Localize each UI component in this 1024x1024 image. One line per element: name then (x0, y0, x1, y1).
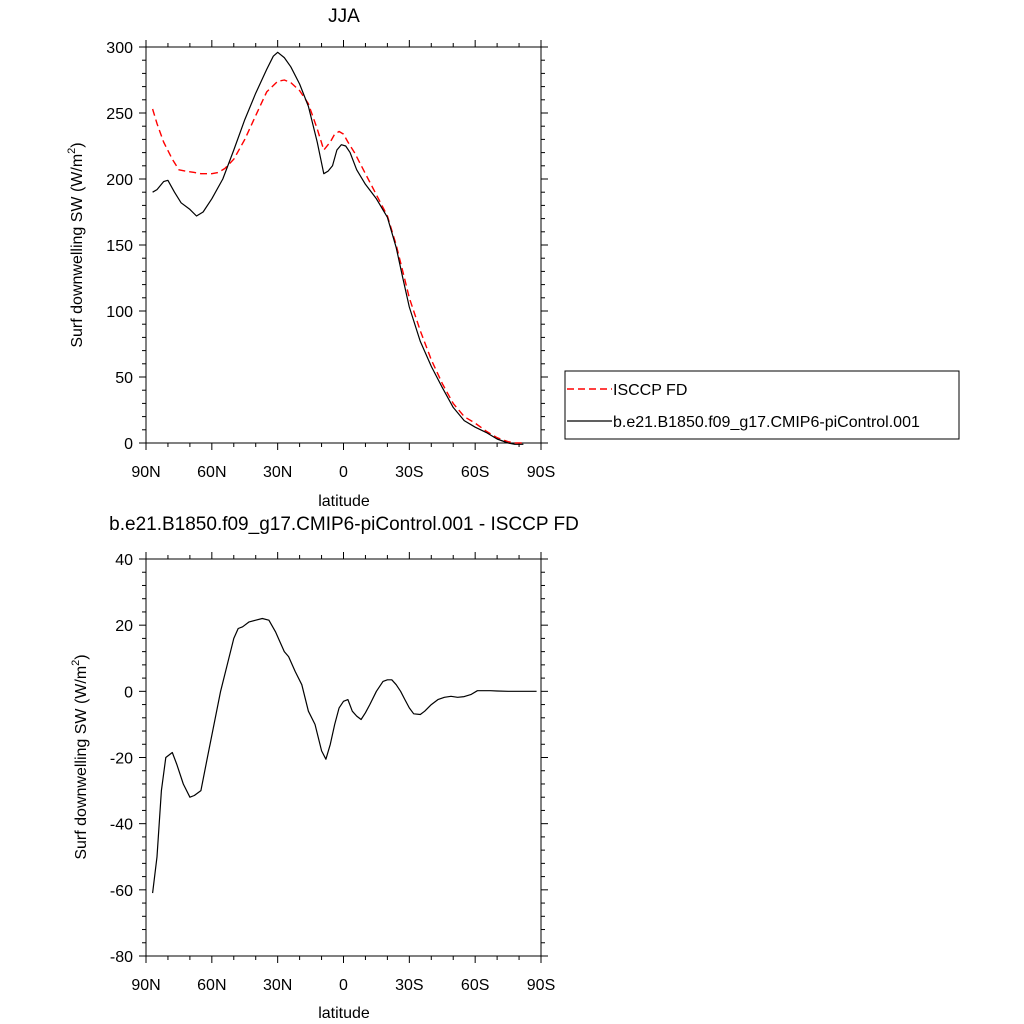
y-tick-label: 0 (124, 436, 133, 453)
legend-label-isccp: ISCCP FD (613, 382, 687, 399)
y-axis-label-bottom-suffix: ) (73, 654, 90, 659)
y-tick-label: 250 (106, 106, 133, 123)
y-tick-label: 150 (106, 238, 133, 255)
y-tick-label: 300 (106, 40, 133, 57)
y-tick-label: 200 (106, 172, 133, 189)
y-tick-label: 40 (115, 552, 133, 569)
y-tick-label: 20 (115, 618, 133, 635)
x-ticks-bottom: 90N 60N 30N 0 30S 60S 90S (131, 552, 555, 994)
x-tick-label: 30N (263, 977, 292, 994)
x-tick-label: 30N (263, 464, 292, 481)
x-axis-label-bottom: latitude (318, 1005, 370, 1022)
y-tick-label: -40 (110, 817, 133, 834)
y-axis-label-top: Surf downwelling SW (W/m2) (66, 142, 86, 347)
y-axis-label-top-text: Surf downwelling SW (W/m (69, 154, 86, 348)
legend-label-model: b.e21.B1850.f09_g17.CMIP6-piControl.001 (613, 414, 920, 431)
legend-box (564, 370, 960, 440)
x-tick-label: 0 (339, 977, 348, 994)
series-group-top (151, 51, 524, 445)
chart-title-bottom: b.e21.B1850.f09_g17.CMIP6-piControl.001 … (109, 514, 579, 535)
y-ticks-top: 0 50 100 150 200 250 300 (106, 40, 548, 453)
x-tick-label: 60S (461, 464, 489, 481)
x-ticks-top: 90N 60N 30N 0 30S 60S 90S (131, 40, 555, 481)
x-tick-label: 60N (197, 464, 226, 481)
y-tick-label: 50 (115, 370, 133, 387)
series-line-top-0 (151, 79, 524, 444)
y-tick-label: 0 (124, 684, 133, 701)
series-line-bottom-0 (152, 617, 537, 894)
y-tick-label: -80 (110, 949, 133, 966)
plot-area-top: 0 50 100 150 200 250 300 90N 60N 30N 0 30S 60S 90S (106, 40, 555, 481)
y-axis-label-top-superscript: 2 (66, 148, 78, 154)
x-tick-label: 30S (395, 464, 423, 481)
x-tick-label: 90S (527, 977, 555, 994)
x-tick-label: 60N (197, 977, 226, 994)
y-ticks-bottom: -80 -60 -40 -20 0 20 40 (110, 552, 548, 966)
y-axis-label-bottom-superscript: 2 (70, 660, 82, 666)
x-tick-label: 30S (395, 977, 423, 994)
plot-frame-top (145, 46, 542, 444)
x-tick-label: 0 (339, 464, 348, 481)
chart-title-top: JJA (328, 6, 360, 27)
series-group-bottom (152, 617, 537, 894)
series-line-top-1 (152, 51, 524, 445)
y-axis-label-bottom-text: Surf downwelling SW (W/m (73, 666, 90, 860)
plot-frame-bottom (145, 558, 542, 957)
y-tick-label: -60 (110, 883, 133, 900)
x-tick-label: 90S (527, 464, 555, 481)
x-tick-label: 90N (131, 977, 160, 994)
y-axis-label-bottom: Surf downwelling SW (W/m2) (70, 654, 90, 859)
y-tick-label: 100 (106, 304, 133, 321)
x-tick-label: 60S (461, 977, 489, 994)
plot-area-bottom: -80 -60 -40 -20 0 20 40 90N 60N 30N 0 30S 60S 90S (110, 552, 555, 994)
chart-panel-bottom: b.e21.B1850.f09_g17.CMIP6-piControl.001 … (70, 514, 579, 1022)
x-axis-label-top: latitude (318, 493, 370, 510)
legend: ISCCP FD b.e21.B1850.f09_g17.CMIP6-piCon… (564, 370, 960, 440)
y-tick-label: -20 (110, 751, 133, 768)
y-axis-label-top-suffix: ) (69, 142, 86, 147)
x-tick-label: 90N (131, 464, 160, 481)
